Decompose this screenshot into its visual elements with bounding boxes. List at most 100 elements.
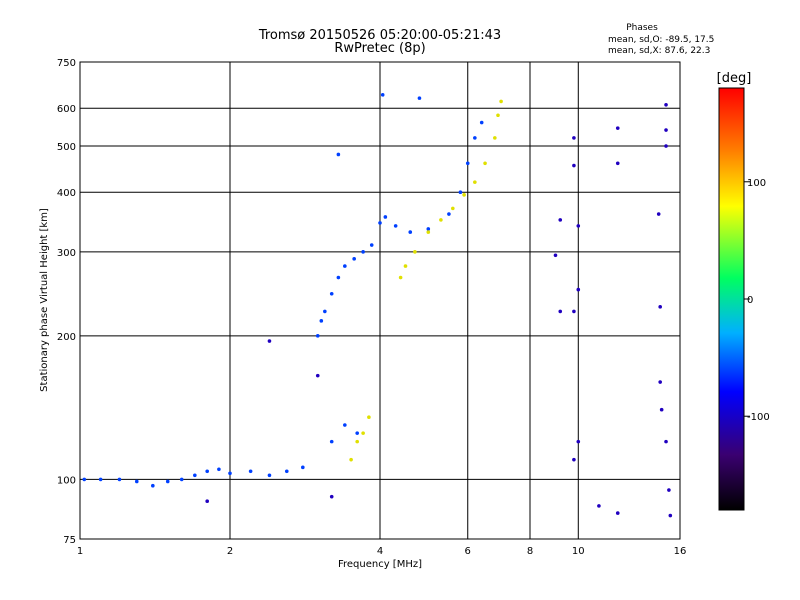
data-point [205,499,209,504]
data-point [572,457,576,462]
data-point [597,504,601,508]
data-point [380,93,385,97]
data-point [667,488,671,492]
data-point [615,511,620,515]
data-point [361,250,365,254]
data-point [668,513,673,518]
chart-subtitle: RwPretec (8p) [334,41,425,56]
x-tick-label: 16 [674,546,687,557]
data-point [82,477,87,482]
grid-layer [80,62,680,539]
data-point [329,494,334,499]
data-point [572,309,576,314]
phase-info-o: mean, sd,O: -89.5, 17.5 [608,35,714,45]
data-point [479,120,484,125]
data-point [315,373,320,378]
data-point [408,230,413,234]
data-point [349,457,353,462]
data-point [267,473,272,478]
data-point [658,380,662,384]
data-point [336,275,341,280]
data-point [439,218,443,222]
data-point [553,253,558,258]
data-point [615,126,620,130]
data-point [558,218,563,222]
data-point [462,193,466,197]
plot-frame [79,61,681,540]
data-point [369,243,374,247]
data-point [179,477,184,482]
data-point [336,152,341,157]
x-tick-label: 10 [572,546,585,557]
data-point [217,467,221,472]
x-axis-label: Frequency [MHz] [338,559,422,570]
x-tick-label: 8 [527,546,533,557]
colorbar [718,87,745,511]
data-point [451,206,455,211]
data-point [576,287,581,292]
data-point [323,309,327,314]
data-point [664,128,668,132]
data-point [343,423,347,427]
data-point [447,212,451,216]
data-point [267,339,272,343]
data-point [165,479,170,484]
y-tick-label: 100 [57,475,76,486]
data-point [205,469,209,474]
data-point [458,190,463,195]
data-point [426,227,431,231]
y-tick-label: 200 [57,332,76,343]
data-point [426,230,431,234]
data-point [319,319,324,323]
y-tick-label: 400 [57,188,76,199]
y-tick-label: 300 [57,248,76,259]
data-point [417,96,422,100]
data-point [117,477,122,482]
colorbar-tick-label: 100 [747,178,766,189]
data-point [493,136,497,140]
data-point [355,431,359,435]
data-point [659,407,664,412]
x-tick-label: 2 [227,546,233,557]
data-point [398,275,403,280]
data-point [558,309,563,314]
x-tick-label: 1 [77,546,83,557]
y-tick-label: 600 [57,104,76,115]
data-point [193,473,197,478]
data-point [483,161,487,166]
data-point [473,180,477,184]
y-axis-label: Stationary phase Virtual Height [km] [39,208,50,392]
y-tick-label: 750 [57,58,76,69]
data-point [572,136,576,140]
data-point [284,469,289,474]
phase-info-title: Phases [626,23,658,33]
data-point [656,212,661,216]
data-point [329,439,334,444]
data-point [355,439,359,444]
data-point [403,264,408,268]
data-point [378,221,382,225]
data-point [315,334,320,338]
data-point [572,163,576,168]
data-point [658,305,662,309]
data-point [343,264,347,268]
phase-info-x: mean, sd,X: 87.6, 22.3 [608,46,710,56]
data-point [465,161,470,166]
data-point [576,439,581,444]
data-point [413,250,417,254]
data-point [248,469,253,474]
data-point [367,415,371,420]
data-point [134,479,139,484]
data-point [664,439,668,444]
data-point [664,144,668,148]
colorbar-label: [deg] [717,71,752,86]
data-point [228,471,232,476]
colorbar-ticks: 100 0 -100 [744,178,770,423]
colorbar-tick-label: 0 [747,295,753,306]
y-tick-label: 75 [63,535,76,546]
data-point [496,113,500,118]
data-point [615,161,620,166]
data-point [473,136,477,140]
data-point [151,483,155,488]
